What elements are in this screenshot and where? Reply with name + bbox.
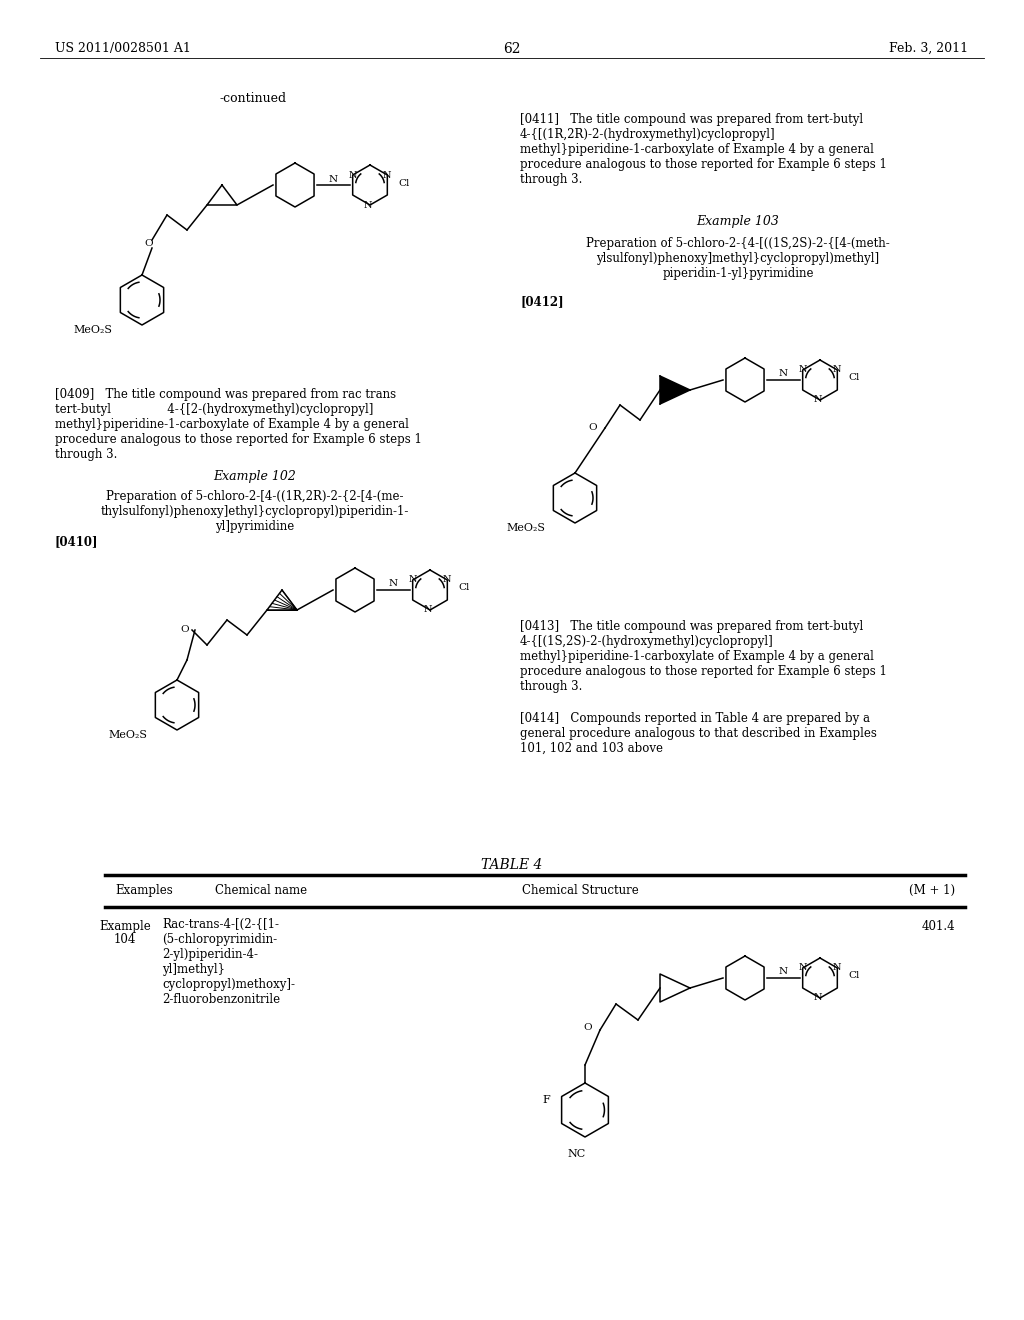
Text: N: N xyxy=(443,576,452,585)
Text: Examples: Examples xyxy=(115,884,173,898)
Text: N: N xyxy=(834,964,842,973)
Text: N: N xyxy=(389,579,398,589)
Text: Cl: Cl xyxy=(848,972,859,981)
Text: [0411]   The title compound was prepared from tert-butyl
4-{[(1R,2R)-2-(hydroxym: [0411] The title compound was prepared f… xyxy=(520,114,887,186)
Text: US 2011/0028501 A1: US 2011/0028501 A1 xyxy=(55,42,190,55)
Text: O: O xyxy=(589,424,597,433)
Text: O: O xyxy=(180,626,189,635)
Text: N: N xyxy=(799,366,807,375)
Text: N: N xyxy=(409,576,417,585)
Text: O: O xyxy=(144,239,154,248)
Text: N: N xyxy=(779,370,788,379)
Text: O: O xyxy=(584,1023,592,1032)
Text: 62: 62 xyxy=(503,42,521,55)
Text: Example: Example xyxy=(99,920,151,933)
Polygon shape xyxy=(660,376,690,404)
Text: Cl: Cl xyxy=(458,583,469,593)
Text: MeO₂S: MeO₂S xyxy=(108,730,147,741)
Text: [0413]   The title compound was prepared from tert-butyl
4-{[(1S,2S)-2-(hydroxym: [0413] The title compound was prepared f… xyxy=(520,620,887,693)
Text: MeO₂S: MeO₂S xyxy=(506,523,545,533)
Text: [0410]: [0410] xyxy=(55,535,98,548)
Text: F: F xyxy=(543,1096,550,1105)
Text: MeO₂S: MeO₂S xyxy=(73,325,112,335)
Text: Preparation of 5-chloro-2-{4-[((1S,2S)-2-{[4-(meth-
ylsulfonyl)phenoxy]methyl}cy: Preparation of 5-chloro-2-{4-[((1S,2S)-2… xyxy=(586,238,890,280)
Text: Cl: Cl xyxy=(398,178,410,187)
Text: Chemical name: Chemical name xyxy=(215,884,307,898)
Text: Preparation of 5-chloro-2-[4-((1R,2R)-2-{2-[4-(me-
thylsulfonyl)phenoxy]ethyl}cy: Preparation of 5-chloro-2-[4-((1R,2R)-2-… xyxy=(100,490,410,533)
Text: Chemical Structure: Chemical Structure xyxy=(521,884,638,898)
Text: [0414]   Compounds reported in Table 4 are prepared by a
general procedure analo: [0414] Compounds reported in Table 4 are… xyxy=(520,711,877,755)
Text: Cl: Cl xyxy=(848,374,859,383)
Text: 104: 104 xyxy=(114,933,136,946)
Text: N: N xyxy=(329,174,338,183)
Text: N: N xyxy=(834,366,842,375)
Text: N: N xyxy=(814,396,822,404)
Text: Feb. 3, 2011: Feb. 3, 2011 xyxy=(889,42,968,55)
Text: N: N xyxy=(799,964,807,973)
Text: N: N xyxy=(348,170,357,180)
Text: N: N xyxy=(424,606,432,615)
Text: [0409]   The title compound was prepared from rac trans
tert-butyl              : [0409] The title compound was prepared f… xyxy=(55,388,422,461)
Text: N: N xyxy=(814,994,822,1002)
Text: N: N xyxy=(364,201,373,210)
Text: Rac-trans-4-[(2-{[1-
(5-chloropyrimidin-
2-yl)piperidin-4-
yl]methyl}
cyclopropy: Rac-trans-4-[(2-{[1- (5-chloropyrimidin-… xyxy=(162,917,295,1006)
Text: 401.4: 401.4 xyxy=(922,920,955,933)
Text: Example 103: Example 103 xyxy=(696,215,779,228)
Text: Example 102: Example 102 xyxy=(214,470,296,483)
Text: [0412]: [0412] xyxy=(520,294,563,308)
Text: N: N xyxy=(779,968,788,977)
Text: -continued: -continued xyxy=(220,92,287,106)
Text: NC: NC xyxy=(568,1148,586,1159)
Text: N: N xyxy=(383,170,391,180)
Text: TABLE 4: TABLE 4 xyxy=(481,858,543,873)
Text: (M + 1): (M + 1) xyxy=(909,884,955,898)
